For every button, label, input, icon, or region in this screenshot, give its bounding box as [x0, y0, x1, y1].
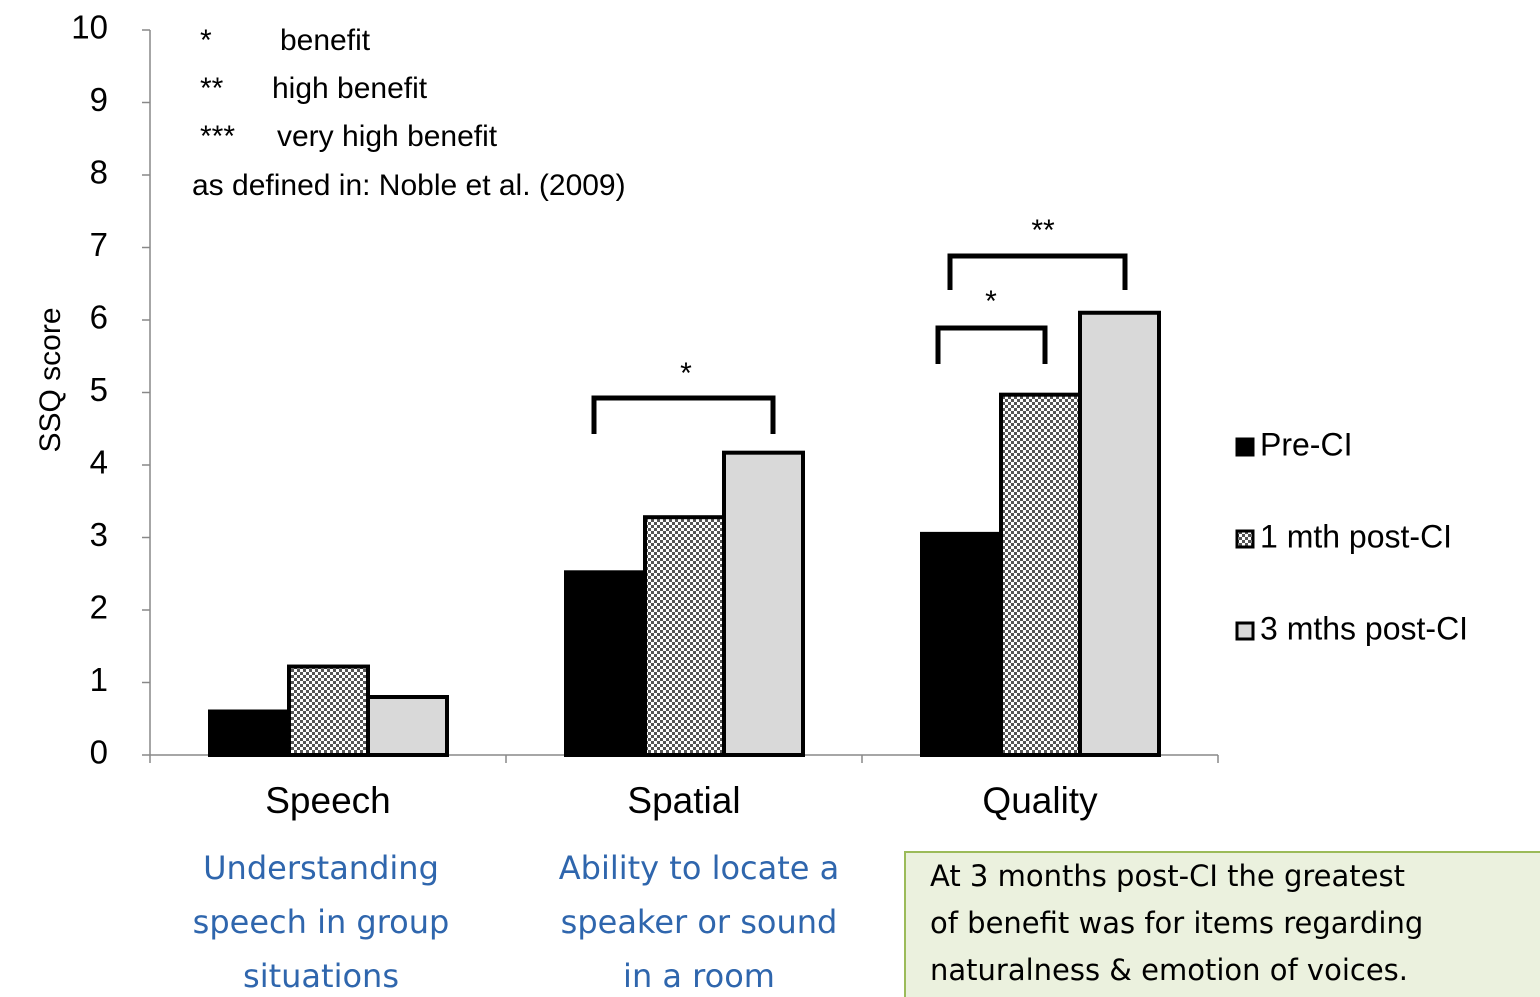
bar — [643, 515, 726, 758]
bracket — [935, 325, 1048, 364]
y-tick-label: 0 — [90, 734, 108, 771]
key-source: as defined in: Noble et al. (2009) — [192, 169, 626, 202]
x-tick-label: Speech — [265, 780, 391, 821]
key-text: high benefit — [272, 72, 428, 105]
significance: ** — [1031, 214, 1055, 247]
bar — [564, 570, 647, 757]
bar — [287, 664, 370, 757]
bracket — [947, 253, 1128, 290]
category-description: speaker or sound — [561, 903, 838, 941]
legend-swatch — [1235, 621, 1255, 641]
significance: * — [985, 285, 997, 318]
key-text: very high benefit — [277, 120, 498, 153]
significance: * — [680, 357, 692, 390]
bracket — [591, 395, 776, 434]
note-box — [904, 851, 1540, 997]
key-text: benefit — [280, 24, 371, 57]
key-symbol: *** — [200, 120, 235, 153]
key-symbol: ** — [200, 72, 224, 105]
bar — [722, 450, 805, 757]
y-tick-label: 9 — [90, 81, 108, 118]
y-tick-label: 5 — [90, 371, 108, 408]
key-symbol: * — [200, 24, 212, 57]
note-text: of benefit was for items regarding — [930, 906, 1423, 940]
legend-label: 1 mth post-CI — [1260, 518, 1452, 554]
category-description: situations — [243, 957, 399, 995]
y-tick-label: 6 — [90, 299, 108, 336]
y-axis-label: SSQ score — [34, 307, 67, 452]
note-text: At 3 months post-CI the greatest — [930, 859, 1405, 893]
bar — [999, 392, 1082, 757]
legend-swatch — [1235, 437, 1255, 457]
y-tick-label: 8 — [90, 154, 108, 191]
bar — [920, 531, 1003, 757]
x-tick-label: Quality — [982, 780, 1098, 821]
y-tick-label: 4 — [90, 444, 108, 481]
legend-label: Pre-CI — [1260, 426, 1352, 462]
y-tick-label: 1 — [90, 661, 108, 698]
note-text: naturalness & emotion of voices. — [930, 953, 1408, 987]
category-description: in a room — [623, 957, 775, 995]
x-tick-label: Spatial — [627, 780, 740, 821]
y-tick-label: 7 — [90, 226, 108, 263]
bar — [1078, 310, 1161, 757]
category-description: Understanding — [203, 849, 439, 887]
legend-label: 3 mths post-CI — [1260, 610, 1468, 646]
y-tick-label: 3 — [90, 516, 108, 553]
category-description: Ability to locate a — [559, 849, 840, 887]
category-description: speech in group — [193, 903, 450, 941]
y-tick-label: 10 — [71, 9, 108, 46]
legend-swatch — [1235, 529, 1255, 549]
bar — [366, 695, 449, 757]
bar — [208, 709, 291, 757]
y-tick-label: 2 — [90, 589, 108, 626]
